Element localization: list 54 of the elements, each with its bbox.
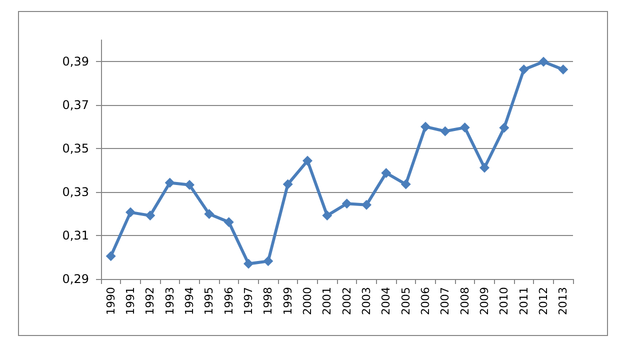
y-tick-label: 0,39 (62, 54, 89, 69)
x-tick-label: 2010 (498, 287, 511, 315)
point (322, 210, 332, 221)
y-tick-label: 0,35 (62, 142, 89, 156)
point (204, 209, 214, 220)
x-tick-label: 2004 (380, 287, 393, 315)
point (126, 207, 136, 218)
point (480, 162, 490, 173)
point (184, 180, 194, 190)
x-tick-label: 2005 (399, 287, 412, 315)
point (518, 64, 529, 75)
x-tick-label: 2011 (517, 287, 530, 315)
point (282, 179, 293, 190)
x-tick-label: 2006 (419, 287, 432, 315)
x-tick-label: 1998 (262, 287, 275, 315)
point (460, 122, 470, 133)
point (400, 179, 411, 190)
x-tick-label: 1993 (163, 287, 176, 315)
y-tick-label: 0,29 (62, 272, 89, 286)
x-tick-label: 2009 (478, 287, 491, 315)
point (164, 178, 175, 188)
point (224, 217, 234, 228)
point (499, 122, 510, 133)
x-tick-label: 2007 (438, 287, 452, 315)
point (145, 210, 156, 221)
point (263, 256, 274, 266)
point (440, 126, 450, 136)
x-tick-label: 1996 (222, 287, 236, 315)
y-tick-label: 0,37 (62, 98, 89, 112)
x-tick-label: 1997 (242, 287, 255, 315)
x-tick-label: 1990 (104, 287, 118, 315)
point (106, 251, 116, 262)
y-tick-label: 0,33 (62, 185, 89, 200)
x-tick-label: 1991 (124, 287, 137, 315)
x-tick-label: 1992 (144, 287, 157, 315)
point (538, 56, 548, 67)
x-tick-label: 1994 (183, 287, 196, 315)
x-tick-label: 2002 (340, 287, 354, 315)
point (302, 156, 312, 166)
x-tick-label: 2012 (537, 287, 550, 315)
point (381, 168, 392, 178)
point (362, 200, 372, 210)
x-tick-label: 1995 (202, 287, 216, 315)
x-tick-label: 2003 (360, 287, 373, 315)
x-tick-label: 2001 (320, 287, 334, 315)
point (558, 64, 568, 75)
x-tick-label: 2000 (301, 287, 314, 315)
x-tick-label: 2013 (556, 287, 570, 315)
point (420, 122, 430, 132)
x-tick-label: 1999 (281, 287, 294, 315)
point (342, 198, 352, 209)
point (244, 258, 254, 269)
y-tick-label: 0,31 (62, 228, 89, 243)
x-tick-label: 2008 (458, 287, 472, 315)
